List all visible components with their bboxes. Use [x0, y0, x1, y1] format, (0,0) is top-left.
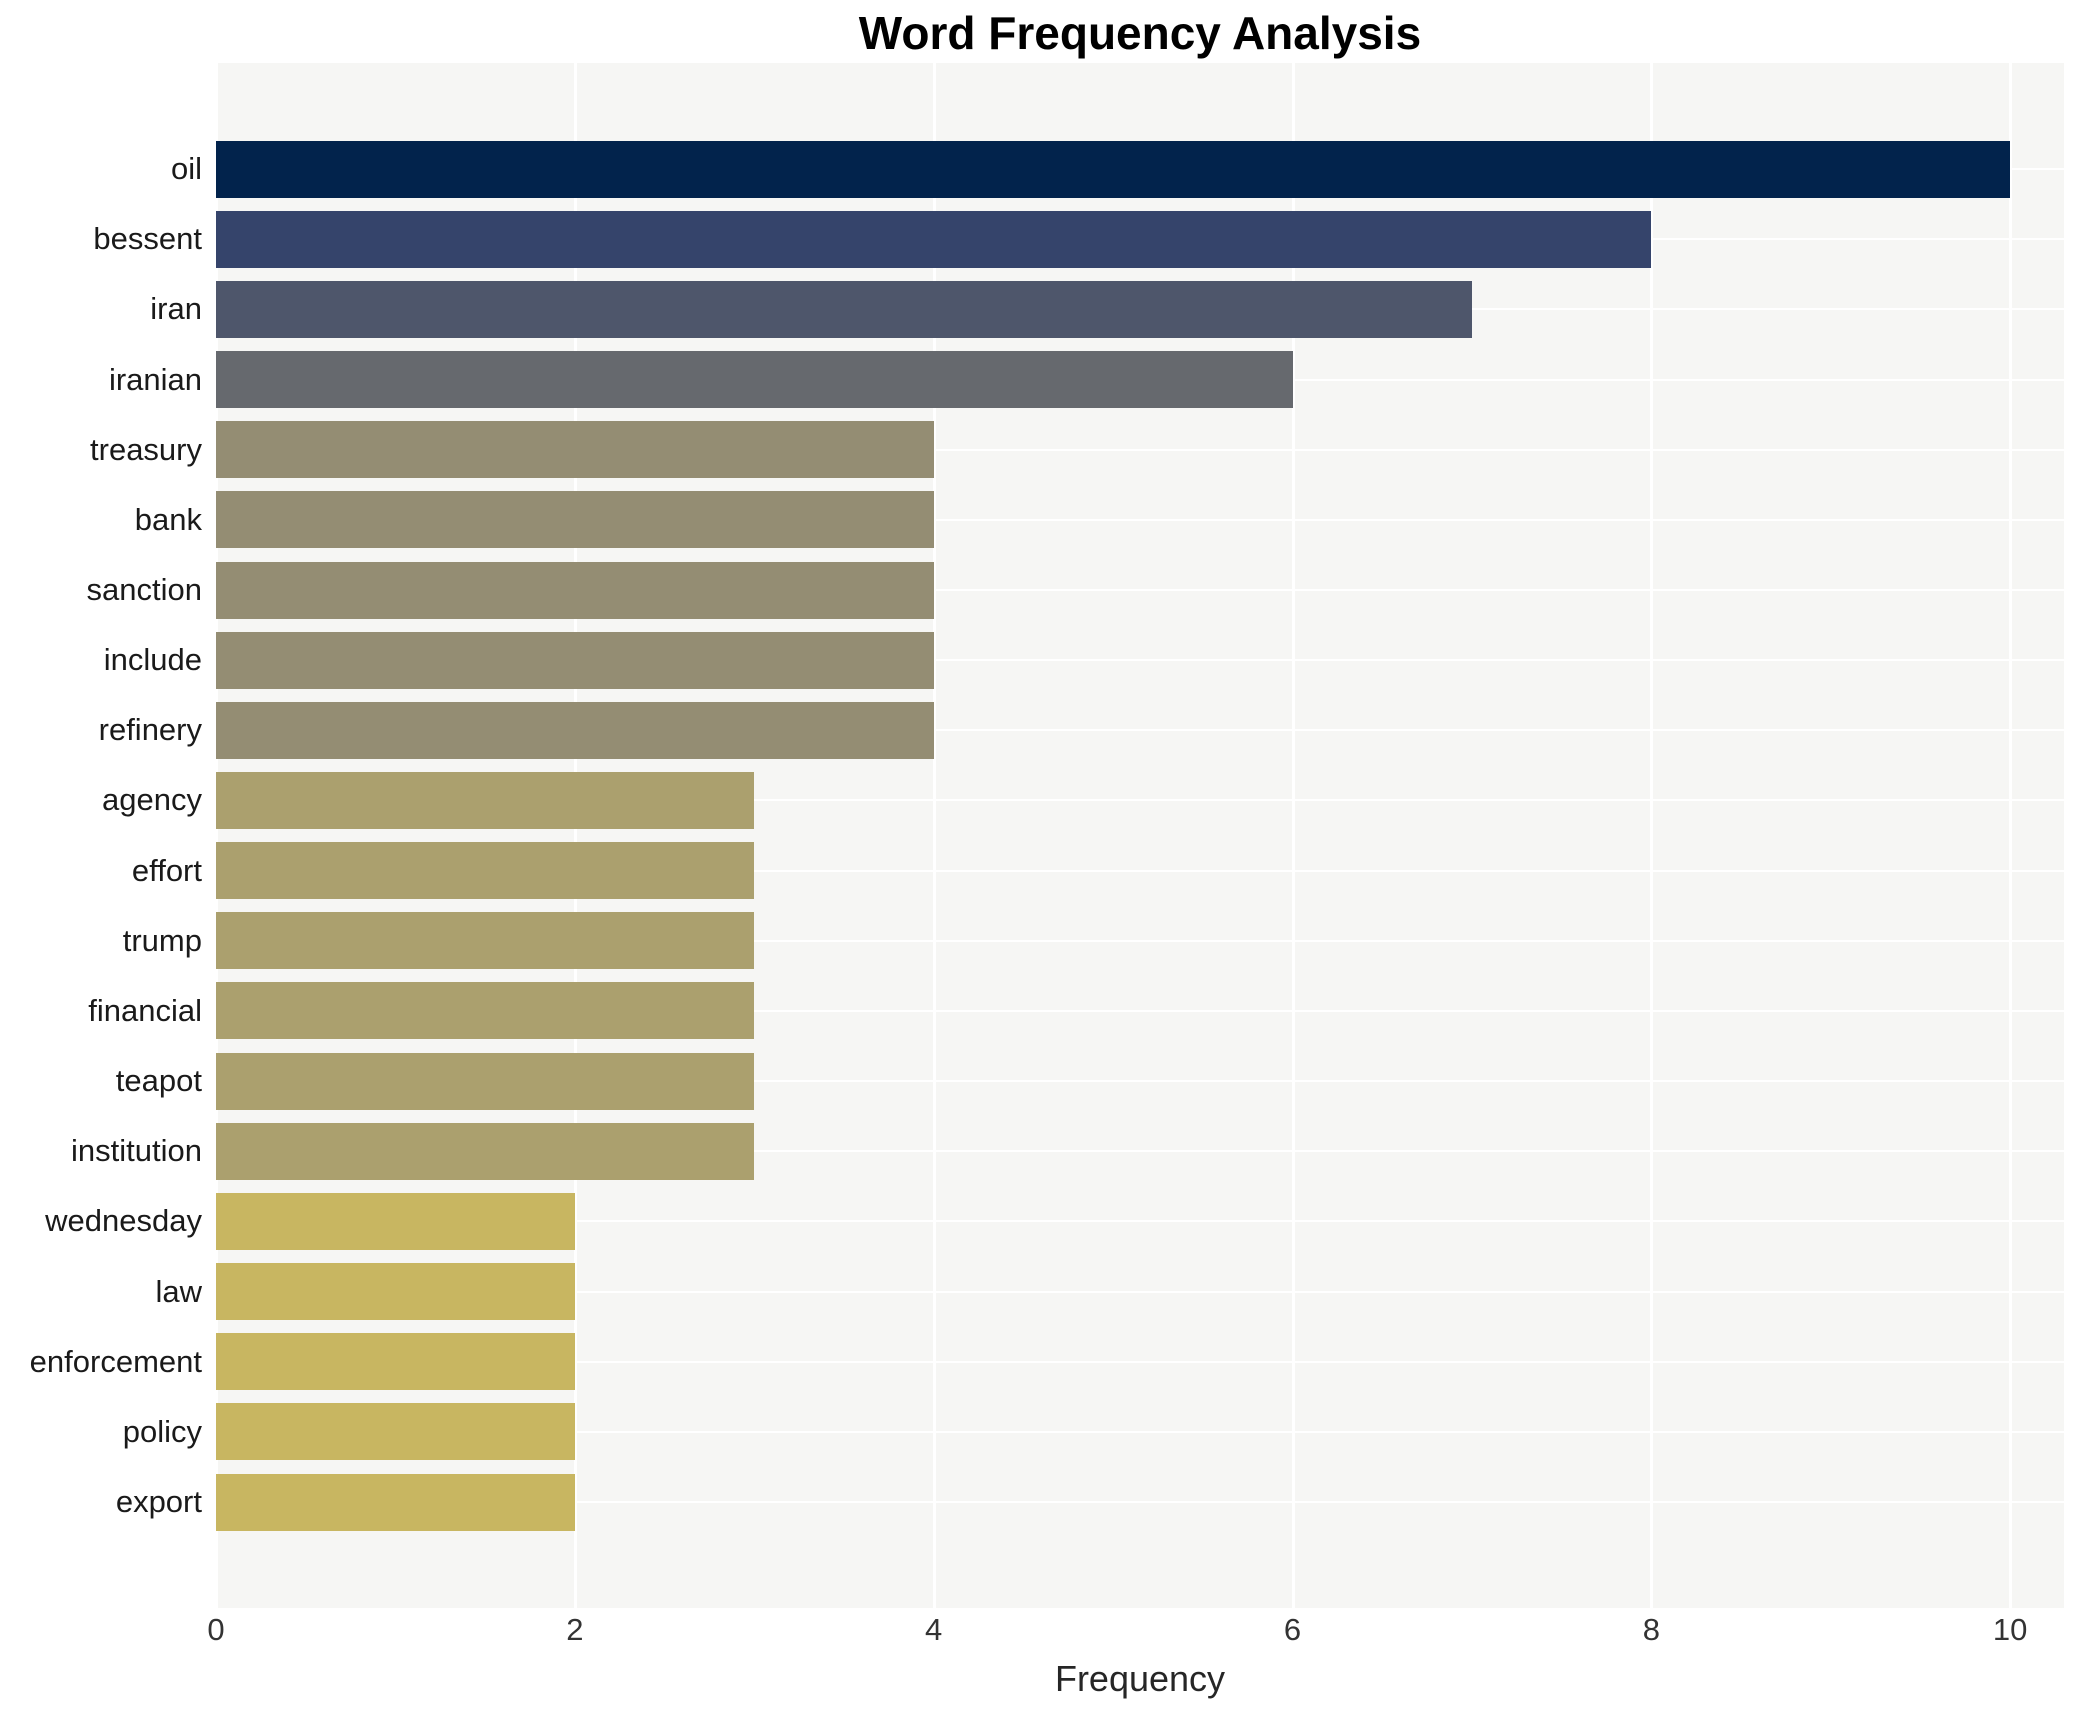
bar — [216, 210, 1652, 268]
x-axis-tick: 0 — [207, 1612, 225, 1647]
bar — [216, 842, 755, 900]
bar — [216, 1333, 575, 1391]
y-axis-label: institution — [71, 1133, 202, 1169]
x-axis-tick: 4 — [925, 1612, 943, 1647]
bar-row: treasury — [90, 415, 2064, 485]
horizontal-gridline — [216, 589, 2064, 592]
y-axis-label: policy — [122, 1413, 202, 1449]
horizontal-gridline — [216, 869, 2064, 872]
bar — [216, 701, 934, 759]
horizontal-gridline — [216, 448, 2064, 451]
y-axis-label: law — [155, 1273, 202, 1309]
bar-row: teapot — [116, 1046, 2064, 1116]
horizontal-gridline — [216, 1009, 2064, 1012]
bar — [216, 491, 934, 549]
bar-row: refinery — [99, 695, 2064, 765]
horizontal-gridline — [216, 1290, 2064, 1293]
bar-row: iranian — [109, 344, 2064, 414]
horizontal-gridline — [216, 659, 2064, 662]
bar-row: include — [104, 625, 2064, 695]
y-axis-label: financial — [88, 992, 202, 1028]
bar-row: iran — [150, 274, 2064, 344]
y-axis-label: trump — [122, 922, 202, 958]
plot-area: oil bessent iran iranian treasury bank s… — [30, 63, 2064, 1608]
bar-row: sanction — [87, 555, 2064, 625]
bar — [216, 561, 934, 619]
bar-row: effort — [132, 836, 2064, 906]
bar-row: institution — [71, 1116, 2064, 1186]
bar — [216, 982, 755, 1040]
y-axis-label: export — [115, 1484, 202, 1520]
bar — [216, 351, 1293, 409]
y-axis-label: iranian — [108, 361, 202, 397]
vertical-gridline — [573, 63, 577, 1608]
chart-title: Word Frequency Analysis — [858, 7, 1422, 59]
horizontal-gridline — [216, 1080, 2064, 1083]
vertical-gridline — [1291, 63, 1295, 1608]
vertical-gridline — [1650, 63, 1654, 1608]
bar-rows: oil bessent iran iranian treasury bank s… — [30, 63, 2064, 1608]
y-axis-label: treasury — [90, 431, 202, 467]
horizontal-gridline — [216, 1360, 2064, 1363]
bar — [216, 1263, 575, 1321]
y-axis-label: sanction — [86, 572, 202, 608]
vertical-gridline — [2009, 63, 2013, 1608]
bar — [216, 280, 1472, 338]
x-axis-tick: 8 — [1642, 1612, 1660, 1647]
bar — [216, 1403, 575, 1461]
bar — [216, 1192, 575, 1250]
y-axis-label: bank — [134, 501, 202, 537]
y-axis-label: wednesday — [45, 1203, 202, 1239]
x-axis-ticks: 0 2 4 6 8 10 — [207, 1612, 2064, 1652]
bar — [216, 140, 2011, 198]
bar-row: bessent — [93, 204, 2064, 274]
x-axis-tick: 2 — [566, 1612, 584, 1647]
horizontal-gridline — [216, 518, 2064, 521]
bar-row: policy — [123, 1397, 2064, 1467]
bar — [216, 1122, 755, 1180]
y-axis-label: include — [103, 642, 202, 678]
vertical-gridline — [215, 63, 218, 1608]
bar — [216, 1473, 575, 1531]
x-axis-tick: 10 — [1992, 1612, 2028, 1647]
bar-row: export — [116, 1467, 2064, 1537]
bar-row: trump — [123, 906, 2064, 976]
bar — [216, 912, 755, 970]
bar-row: wednesday — [45, 1186, 2064, 1256]
y-axis-label: enforcement — [29, 1343, 202, 1379]
bar — [216, 421, 934, 479]
bar-row: enforcement — [30, 1327, 2064, 1397]
horizontal-gridline — [216, 1220, 2064, 1223]
bar-row: financial — [88, 976, 2064, 1046]
x-axis-tick: 6 — [1283, 1612, 1302, 1647]
horizontal-gridline — [216, 729, 2064, 732]
y-axis-label: refinery — [98, 712, 202, 748]
y-axis-label: effort — [131, 852, 202, 888]
y-axis-label: bessent — [93, 221, 202, 257]
vertical-gridline — [932, 63, 936, 1608]
bar-row: bank — [135, 485, 2064, 555]
y-axis-label: agency — [102, 782, 202, 818]
horizontal-gridline — [216, 799, 2064, 802]
horizontal-gridline — [216, 1501, 2064, 1504]
bar-row: oil — [171, 134, 2064, 204]
bar — [216, 1052, 755, 1110]
y-axis-label: iran — [150, 291, 202, 327]
x-axis-title: Frequency — [1054, 1658, 1226, 1699]
bar-row: law — [155, 1257, 2064, 1327]
y-axis-label: oil — [170, 151, 202, 187]
bar-row: agency — [102, 765, 2064, 835]
horizontal-gridline — [216, 1430, 2064, 1433]
bar — [216, 631, 934, 689]
horizontal-gridline — [216, 1150, 2064, 1153]
y-axis-label: teapot — [115, 1063, 202, 1099]
horizontal-gridline — [216, 939, 2064, 942]
bar — [216, 771, 755, 829]
